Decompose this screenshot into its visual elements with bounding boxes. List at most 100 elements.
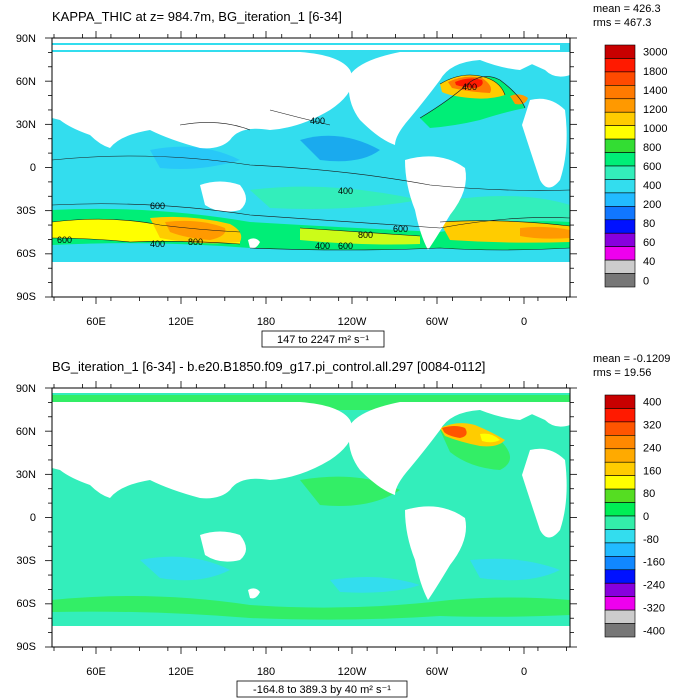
top-contours — [52, 74, 570, 251]
colorbar-label: 240 — [643, 442, 661, 454]
bottom-lat-labels: 90N 60N 30N 0 30S 60S 90S — [16, 383, 36, 653]
colorbar-swatch — [604, 246, 636, 261]
colorbar-swatch — [604, 556, 636, 571]
colorbar-swatch — [604, 259, 636, 274]
colorbar-swatch — [604, 529, 636, 544]
top-mean-label: mean = 426.3 — [593, 3, 661, 15]
colorbar-swatch — [604, 609, 636, 624]
top-rms-label: rms = 467.3 — [593, 17, 651, 29]
top-field-patch — [510, 94, 528, 105]
lon-tick-label: 60E — [86, 316, 106, 328]
colorbar-label: 400 — [643, 180, 661, 192]
colorbar-label: 200 — [643, 199, 661, 211]
top-panel: KAPPA_THIC at z= 984.7m, BG_iteration_1 … — [16, 3, 667, 348]
colorbar-label: 800 — [643, 142, 661, 154]
colorbar-label: 160 — [643, 465, 661, 477]
colorbar-swatch — [604, 165, 636, 180]
colorbar-label: 1200 — [643, 104, 667, 116]
colorbar-swatch — [604, 448, 636, 463]
bottom-panel: BG_iteration_1 [6-34] - b.e20.B1850.f09_… — [16, 353, 670, 698]
lon-tick-label: 120W — [338, 316, 367, 328]
contour-label: 600 — [338, 241, 353, 251]
lat-tick-label: 90N — [16, 383, 36, 395]
colorbar-swatch — [604, 111, 636, 126]
colorbar-label: 1000 — [643, 123, 667, 135]
colorbar-label: 80 — [643, 218, 655, 230]
lat-tick-label: 0 — [30, 162, 36, 174]
colorbar-swatch — [604, 435, 636, 450]
colorbar-swatch — [604, 461, 636, 476]
colorbar-label: 3000 — [643, 47, 667, 59]
colorbar-swatch — [604, 542, 636, 557]
lon-tick-label: 180 — [257, 316, 275, 328]
bottom-title: BG_iteration_1 [6-34] - b.e20.B1850.f09_… — [52, 359, 485, 374]
colorbar-swatch — [604, 232, 636, 247]
colorbar-swatch — [604, 596, 636, 611]
colorbar-swatch — [604, 58, 636, 73]
top-range-label: 147 to 2247 m² s⁻¹ — [277, 334, 369, 346]
lon-tick-label: 120E — [168, 316, 194, 328]
lat-tick-label: 60S — [16, 598, 36, 610]
colorbar-swatch — [604, 502, 636, 517]
colorbar-swatch — [604, 569, 636, 584]
contour-label: 400 — [338, 186, 353, 196]
colorbar-label: 0 — [643, 511, 649, 523]
colorbar-label: 600 — [643, 161, 661, 173]
colorbar-swatch — [604, 421, 636, 436]
contour-label: 600 — [393, 224, 408, 234]
contour-label: 400 — [310, 116, 325, 126]
contour-label: 600 — [57, 235, 72, 245]
bottom-field-patch — [442, 426, 467, 438]
colorbar-label: -320 — [643, 602, 665, 614]
lat-tick-label: 30S — [16, 205, 36, 217]
colorbar-swatch — [604, 192, 636, 207]
lon-tick-label: 0 — [521, 666, 527, 678]
colorbar-swatch — [604, 152, 636, 167]
lat-tick-label: 90S — [16, 641, 36, 653]
colorbar-label: -160 — [643, 557, 665, 569]
colorbar-swatch — [604, 488, 636, 503]
lat-tick-label: 60N — [16, 76, 36, 88]
colorbar-swatch — [604, 623, 636, 638]
top-field-patch — [150, 146, 240, 169]
top-field-patch — [520, 226, 570, 239]
top-lon-labels: 60E 120E 180 120W 60W 0 — [86, 316, 527, 328]
bottom-mean-label: mean = -0.1209 — [593, 353, 670, 365]
top-field-patch — [165, 220, 226, 240]
colorbar-label: -240 — [643, 580, 665, 592]
bottom-field-patch — [470, 558, 560, 581]
bottom-range-box — [236, 680, 408, 698]
colorbar-swatch — [604, 515, 636, 530]
contour-label: 400 — [462, 82, 477, 92]
lat-tick-label: 60N — [16, 426, 36, 438]
colorbar-label: 1800 — [643, 66, 667, 78]
colorbar-swatch — [604, 44, 636, 59]
colorbar-swatch — [604, 71, 636, 86]
bottom-axis-ticks — [45, 381, 577, 654]
bottom-land — [52, 388, 570, 647]
top-lat-labels: 90N 60N 30N 0 30S 60S 90S — [16, 33, 36, 303]
bottom-field-patch — [140, 556, 230, 581]
top-range-box — [261, 330, 385, 348]
bottom-rms-label: rms = 19.56 — [593, 367, 651, 379]
lon-tick-label: 120E — [168, 666, 194, 678]
lon-tick-label: 0 — [521, 316, 527, 328]
contour-label: 400 — [315, 241, 330, 251]
colorbar-swatch — [604, 138, 636, 153]
colorbar-swatch — [604, 408, 636, 423]
colorbar-label: 1400 — [643, 85, 667, 97]
top-land — [52, 38, 570, 297]
colorbar-label: -400 — [643, 625, 665, 637]
bottom-field-patch — [52, 596, 570, 620]
top-map-field — [52, 38, 570, 297]
lat-tick-label: 60S — [16, 248, 36, 260]
lat-tick-label: 90N — [16, 33, 36, 45]
bottom-field-patch — [480, 433, 500, 443]
colorbar-label: 80 — [643, 488, 655, 500]
colorbar-swatch — [604, 582, 636, 597]
top-field-patch — [250, 186, 420, 209]
lat-tick-label: 30N — [16, 119, 36, 131]
top-axis-ticks — [45, 31, 577, 304]
bottom-colorbar: 400 320 240 160 80 0 -80 -160 -240 -320 -400 — [604, 394, 665, 638]
